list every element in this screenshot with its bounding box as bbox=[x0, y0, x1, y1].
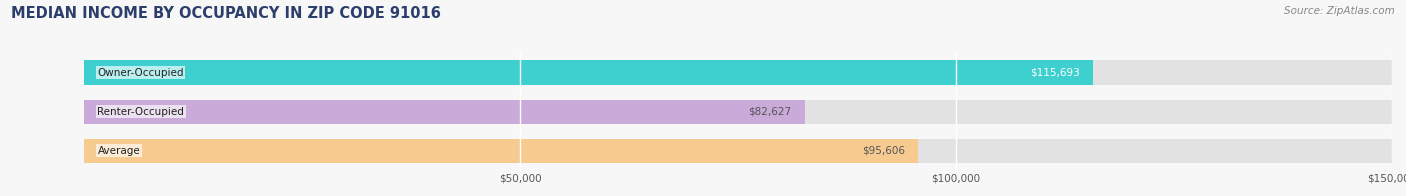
Text: $95,606: $95,606 bbox=[862, 146, 904, 156]
Bar bbox=[84, 60, 1392, 85]
Text: Source: ZipAtlas.com: Source: ZipAtlas.com bbox=[1284, 6, 1395, 16]
Text: $82,627: $82,627 bbox=[748, 107, 792, 117]
Text: $115,693: $115,693 bbox=[1031, 67, 1080, 78]
Bar bbox=[84, 100, 804, 124]
Text: MEDIAN INCOME BY OCCUPANCY IN ZIP CODE 91016: MEDIAN INCOME BY OCCUPANCY IN ZIP CODE 9… bbox=[11, 6, 441, 21]
Bar bbox=[84, 100, 1392, 124]
Text: Renter-Occupied: Renter-Occupied bbox=[97, 107, 184, 117]
Bar bbox=[84, 139, 1392, 163]
Text: Average: Average bbox=[97, 146, 141, 156]
Text: Owner-Occupied: Owner-Occupied bbox=[97, 67, 184, 78]
Bar bbox=[84, 60, 1092, 85]
Bar bbox=[84, 139, 918, 163]
